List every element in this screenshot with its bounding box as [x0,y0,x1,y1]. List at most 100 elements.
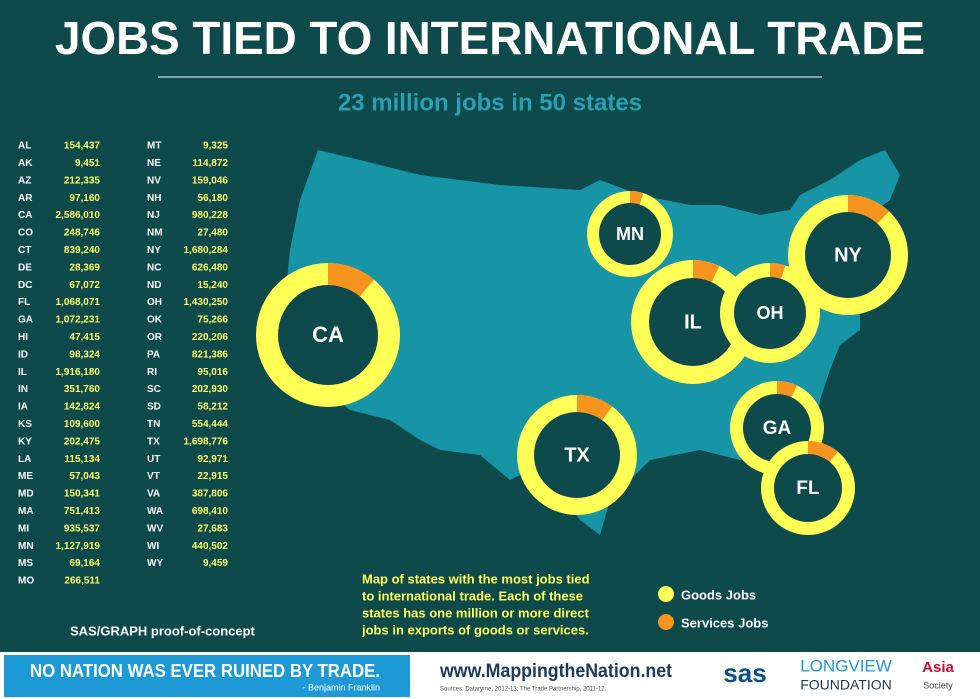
state-abbr: MO [18,576,34,587]
state-jobs: 1,680,284 [184,245,229,256]
state-jobs: 1,698,776 [184,436,229,447]
state-jobs: 159,046 [192,175,229,186]
sources: Sources: Dataryme, 2012-13; The Trade Pa… [440,687,607,693]
services-arc [577,395,613,421]
state-abbr: IL [18,367,27,378]
state-abbr: PA [147,349,160,360]
donut-hole [649,278,737,366]
state-abbr: NY [147,245,161,256]
state-abbr: CO [18,228,33,239]
state-jobs: 1,068,071 [56,297,101,308]
state-jobs: 554,444 [192,419,229,430]
state-jobs: 98,324 [69,349,100,360]
state-jobs: 114,872 [192,158,228,169]
state-jobs: 28,369 [69,262,100,273]
state-jobs: 75,266 [197,315,228,326]
state-abbr: NM [147,228,163,239]
donut-label: TX [564,444,590,466]
state-abbr: IA [18,402,28,413]
state-jobs: 69,164 [69,558,100,569]
donut-hole [278,285,378,385]
state-abbr: MS [18,558,33,569]
state-abbr: ID [18,349,28,360]
state-abbr: NE [147,158,161,169]
legend-label: Goods Jobs [681,587,756,602]
state-abbr: MN [18,541,34,552]
note-line: to international trade. Each of these [362,588,583,603]
state-abbr: MI [18,523,29,534]
legend-swatch [658,586,674,602]
state-abbr: OH [147,297,162,308]
donut-hole [534,412,620,498]
state-jobs: 57,043 [69,471,100,482]
donut-label: IL [684,311,702,333]
state-jobs: 248,746 [64,228,101,239]
state-abbr: TN [147,419,160,430]
state-abbr: HI [18,332,28,343]
state-jobs: 15,240 [197,280,228,291]
state-abbr: WV [147,523,163,534]
state-jobs: 935,537 [64,523,101,534]
state-abbr: NH [147,193,161,204]
state-jobs: 56,180 [197,193,228,204]
state-jobs: 1,072,231 [56,315,101,326]
state-jobs: 9,459 [203,558,228,569]
state-abbr: MA [18,506,34,517]
state-jobs: 751,413 [64,506,101,517]
state-abbr: AK [18,158,33,169]
state-jobs: 440,502 [192,541,229,552]
state-abbr: NC [147,262,161,273]
state-abbr: WI [147,541,159,552]
state-abbr: OR [147,332,163,343]
services-arc [848,195,890,224]
state-jobs: 1,430,250 [184,297,229,308]
donut-hole [734,277,806,349]
subtitle: 23 million jobs in 50 states [338,89,642,116]
state-jobs: 95,016 [197,367,228,378]
state-abbr: LA [18,454,31,465]
state-jobs: 67,072 [69,280,100,291]
state-jobs: 150,341 [64,489,101,500]
logo-foundation: FOUNDATION [800,677,892,693]
state-abbr: AZ [18,175,31,186]
state-jobs: 22,915 [197,471,228,482]
state-abbr: SC [147,384,161,395]
url: www.MappingtheNation.net [439,661,673,682]
state-abbr: FL [18,297,30,308]
legend-swatch [658,614,674,630]
donut-hole [805,212,891,298]
state-abbr: AR [18,193,33,204]
logo-longview: LONGVIEW [800,656,892,675]
state-abbr: CA [18,210,32,221]
state-jobs: 839,240 [64,245,101,256]
state-abbr: VA [147,489,160,500]
donut-label: FL [796,478,820,499]
state-jobs: 9,451 [75,158,100,169]
state-jobs: 109,600 [64,419,101,430]
state-abbr: RI [147,367,157,378]
state-jobs: 821,386 [192,349,229,360]
state-jobs: 142,824 [64,402,101,413]
state-jobs: 92,971 [197,454,228,465]
state-jobs: 980,228 [192,210,229,221]
state-jobs: 27,683 [197,523,228,534]
state-abbr: TX [147,436,160,447]
state-abbr: KY [18,436,32,447]
state-jobs: 9,325 [203,141,228,152]
state-abbr: NJ [147,210,160,221]
state-jobs: 154,437 [64,141,101,152]
logo-asia: Asia [922,659,954,676]
services-arc [770,263,786,279]
state-jobs: 115,134 [64,454,100,465]
donut-label: GA [763,418,792,439]
title: JOBS TIED TO INTERNATIONAL TRADE [55,12,925,64]
services-arc [808,441,838,462]
state-jobs: 47,415 [69,332,100,343]
state-abbr: VT [147,471,160,482]
state-abbr: ND [147,280,161,291]
state-jobs: 1,127,919 [56,541,101,552]
donut-hole [774,454,842,522]
note-line: Map of states with the most jobs tied [362,571,590,586]
state-jobs: 97,160 [69,193,100,204]
